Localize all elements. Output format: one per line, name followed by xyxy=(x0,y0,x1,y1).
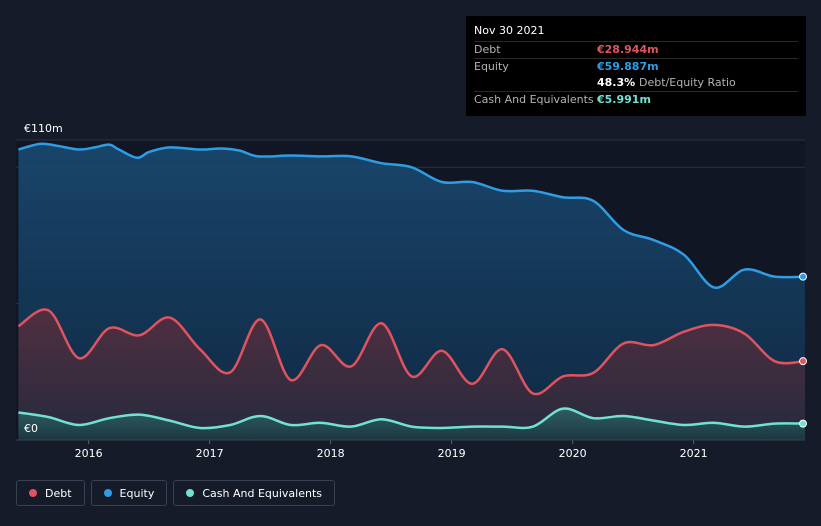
debt-area xyxy=(18,309,806,440)
debt-end-marker xyxy=(799,357,807,366)
legend-equity-dot xyxy=(103,489,112,497)
x-tick-label: 2020 xyxy=(559,447,587,460)
tooltip-equity-label: Equity xyxy=(474,60,509,73)
legend-equity-label: Equity xyxy=(119,486,155,500)
x-axis: 2016 2017 2018 2019 2020 2021 xyxy=(16,439,805,460)
tooltip-equity-value: €59.887m xyxy=(597,60,659,73)
cash-and-equivalents-end-marker xyxy=(799,419,807,428)
x-tick-label: 2019 xyxy=(438,447,466,460)
tooltip-ratio-value: 48.3% Debt/Equity Ratio xyxy=(597,75,736,91)
x-tick-label: 2017 xyxy=(196,447,224,460)
tooltip-row-ratio: 48.3% Debt/Equity Ratio xyxy=(474,75,798,91)
tooltip-row-debt: Debt €28.944m xyxy=(474,41,798,58)
ratio-percent: 48.3% xyxy=(597,76,636,89)
legend-item-equity[interactable]: Equity xyxy=(90,480,168,506)
legend-debt-dot xyxy=(29,489,37,497)
tooltip-panel: Nov 30 2021 Debt €28.944m Equity €59.887… xyxy=(466,16,806,116)
equity-line xyxy=(18,142,806,289)
tooltip-cash-value: €5.991m xyxy=(597,93,651,106)
legend-cash-label: Cash And Equivalents xyxy=(202,486,322,500)
tooltip-debt-label: Debt xyxy=(474,43,501,56)
legend-cash-dot xyxy=(186,489,195,497)
x-tick-label: 2016 xyxy=(75,447,103,460)
debt-line xyxy=(17,308,806,396)
x-tick-label: 2021 xyxy=(680,447,708,460)
tooltip-date: Nov 30 2021 xyxy=(474,24,545,37)
legend-debt-label: Debt xyxy=(45,486,72,500)
equity-end-marker xyxy=(799,272,807,281)
y-axis-top-label: €110m xyxy=(24,122,63,135)
cash-and-equivalents-line xyxy=(18,407,806,430)
series-lines xyxy=(17,142,806,430)
legend-item-debt[interactable]: Debt xyxy=(16,480,85,506)
tooltip-cash-label: Cash And Equivalents xyxy=(474,93,594,106)
y-axis-bottom-label: €0 xyxy=(24,422,38,435)
tooltip-row-equity: Equity €59.887m xyxy=(474,58,798,75)
tooltip-row-cash: Cash And Equivalents €5.991m xyxy=(474,91,798,108)
ratio-caption: Debt/Equity Ratio xyxy=(639,76,736,89)
legend-item-cash[interactable]: Cash And Equivalents xyxy=(173,480,335,506)
cash-and-equivalents-area xyxy=(18,408,806,440)
tooltip-debt-value: €28.944m xyxy=(597,43,659,56)
x-tick-label: 2018 xyxy=(317,447,345,460)
end-markers xyxy=(799,272,807,428)
legend: Debt Equity Cash And Equivalents xyxy=(16,480,335,506)
